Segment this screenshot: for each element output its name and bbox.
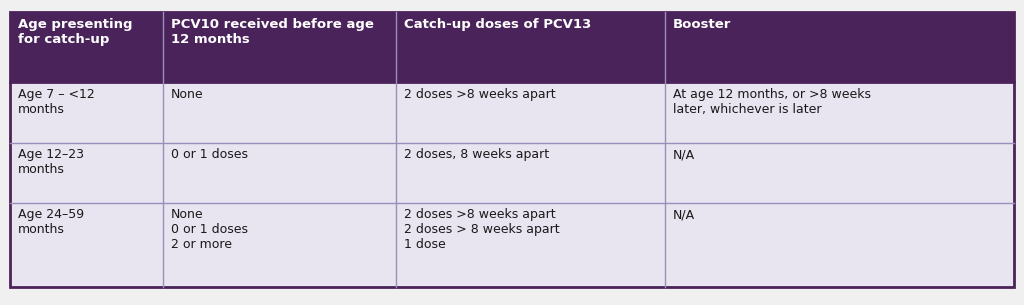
Bar (665, 82, 1014, 143)
Bar (10, 143, 163, 203)
Bar (163, 82, 395, 143)
Bar (10, 12, 1014, 287)
Bar (163, 203, 395, 287)
Bar (163, 12, 395, 82)
Text: 2 doses >8 weeks apart
2 doses > 8 weeks apart
1 dose: 2 doses >8 weeks apart 2 doses > 8 weeks… (403, 209, 559, 251)
Text: Age presenting
for catch-up: Age presenting for catch-up (18, 18, 133, 46)
Text: Age 7 – <12
months: Age 7 – <12 months (18, 88, 95, 116)
Text: At age 12 months, or >8 weeks
later, whichever is later: At age 12 months, or >8 weeks later, whi… (673, 88, 870, 116)
Bar (395, 82, 665, 143)
Text: None
0 or 1 doses
2 or more: None 0 or 1 doses 2 or more (171, 209, 248, 251)
Bar (665, 203, 1014, 287)
Text: Booster: Booster (673, 18, 731, 31)
Text: N/A: N/A (673, 209, 694, 221)
Bar (665, 12, 1014, 82)
Text: N/A: N/A (673, 148, 694, 161)
Bar (665, 143, 1014, 203)
Text: 0 or 1 doses: 0 or 1 doses (171, 148, 248, 161)
Bar (395, 12, 665, 82)
Text: Catch-up doses of PCV13: Catch-up doses of PCV13 (403, 18, 591, 31)
Bar (10, 82, 163, 143)
Bar (10, 12, 1014, 287)
Text: Age 24–59
months: Age 24–59 months (18, 209, 84, 236)
Text: 2 doses >8 weeks apart: 2 doses >8 weeks apart (403, 88, 555, 101)
Bar (163, 143, 395, 203)
Text: 2 doses, 8 weeks apart: 2 doses, 8 weeks apart (403, 148, 549, 161)
Text: Age 12–23
months: Age 12–23 months (18, 148, 84, 176)
Text: PCV10 received before age
12 months: PCV10 received before age 12 months (171, 18, 374, 46)
Bar (10, 203, 163, 287)
Bar (395, 143, 665, 203)
Bar (395, 203, 665, 287)
Bar (10, 12, 163, 82)
Text: None: None (171, 88, 204, 101)
